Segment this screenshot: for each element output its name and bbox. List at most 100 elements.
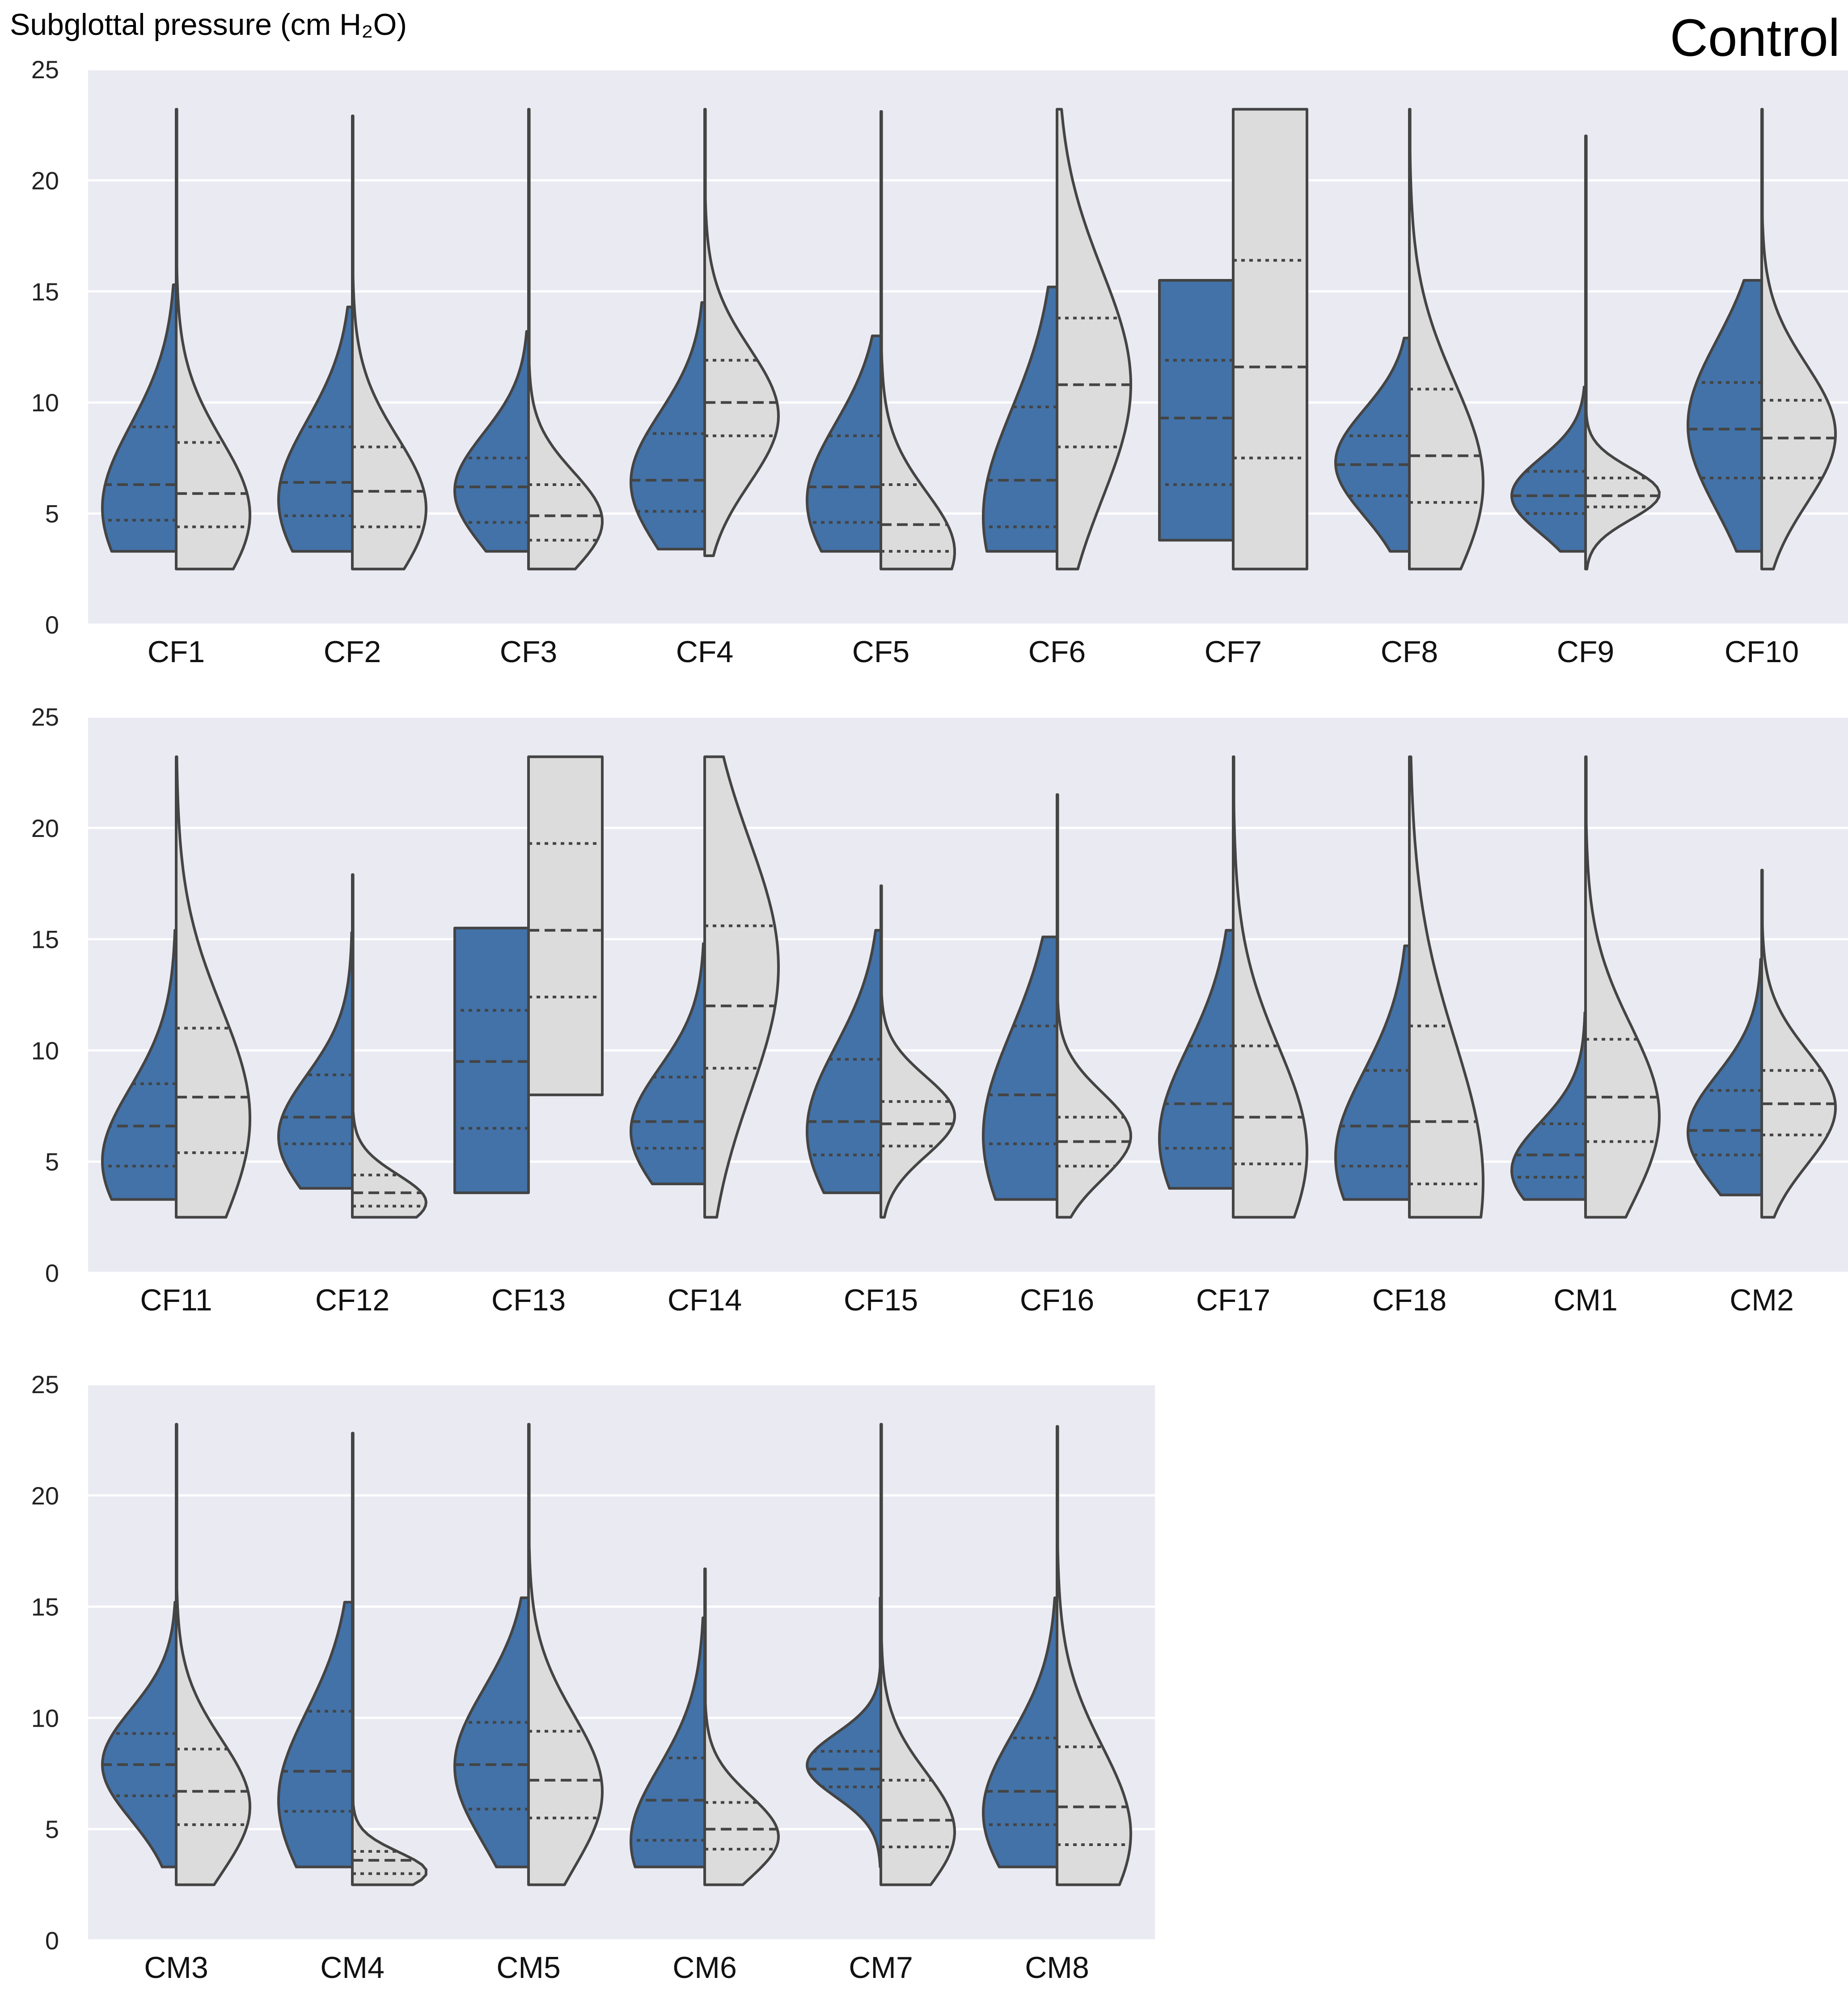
panel-1: 0 5 10 15 20 25 CF1 CF2 CF3 CF4 CF5 CF6 CF7 CF8 CF9 CF1… — [31, 55, 1848, 669]
violin-right-half — [175, 108, 251, 570]
violin-cf4 — [630, 108, 780, 557]
violin-right-half — [1408, 108, 1484, 570]
violin-cf13 — [453, 755, 604, 1194]
violin-left-half — [1334, 337, 1411, 553]
violin-cf3 — [453, 108, 604, 570]
y-tick-label: 0 — [45, 1259, 59, 1287]
violin-cf8 — [1334, 108, 1484, 570]
violin-left-half — [277, 1601, 354, 1868]
violin-left-half — [277, 931, 354, 1190]
violin-cm4 — [277, 1432, 427, 1886]
violin-right-half — [880, 110, 956, 570]
violin-left-half — [982, 285, 1058, 553]
violin-right-half — [527, 108, 604, 570]
y-tick-label: 20 — [31, 1482, 59, 1510]
violin-left-half — [1158, 929, 1235, 1190]
y-tick-label: 25 — [31, 703, 59, 731]
panel-3: 0 5 10 15 20 25 CM3 CM4 CM5 CM6 CM7 CM8 — [31, 1370, 1155, 1985]
y-tick-label: 0 — [45, 611, 59, 639]
violin-right-half — [1056, 793, 1132, 1219]
violin-right-half — [1760, 869, 1837, 1219]
violin-left-half — [630, 1616, 706, 1868]
violin-right-half — [527, 755, 604, 1096]
violin-cf12 — [277, 873, 427, 1219]
y-tick-label: 0 — [45, 1927, 59, 1955]
violin-left-half — [1158, 279, 1235, 542]
plot-background — [88, 1384, 1155, 1940]
x-tick-label: CF8 — [1381, 635, 1438, 669]
panels-container: 0 5 10 15 20 25 CF1 CF2 CF3 CF4 CF5 CF6 CF7 CF8 CF9 CF1… — [31, 55, 1848, 1985]
x-tick-label: CF4 — [676, 635, 733, 669]
violin-left-half — [453, 330, 530, 553]
violin-cf17 — [1158, 755, 1308, 1219]
x-tick-label: CM1 — [1553, 1283, 1618, 1317]
violin-cf11 — [101, 755, 251, 1219]
violin-cf2 — [277, 114, 427, 570]
violin-left-half — [806, 334, 882, 553]
chart-title: Control — [1670, 8, 1840, 68]
violin-cf1 — [101, 108, 251, 570]
x-tick-label: CF18 — [1372, 1283, 1446, 1317]
y-tick-label: 15 — [31, 1593, 59, 1621]
violin-cm5 — [453, 1423, 604, 1886]
violin-right-half — [880, 1423, 956, 1886]
violin-right-half — [175, 755, 251, 1219]
violin-right-half — [703, 755, 780, 1219]
violin-left-half — [277, 305, 354, 553]
x-tick-label: CM3 — [144, 1951, 208, 1985]
y-tick-label: 20 — [31, 814, 59, 842]
violin-right-half — [351, 114, 427, 570]
violin-cf16 — [982, 793, 1132, 1219]
panel-2: 0 5 10 15 20 25 CF11 CF12 CF13 CF14 CF15 CF16 CF17 CF… — [31, 703, 1848, 1317]
violin-cf9 — [1510, 135, 1661, 570]
x-tick-label: CF2 — [324, 635, 381, 669]
violin-left-half — [1510, 385, 1587, 553]
y-tick-label: 20 — [31, 166, 59, 194]
violin-cf18 — [1334, 755, 1484, 1219]
violin-cm2 — [1687, 869, 1837, 1219]
x-tick-label: CM4 — [320, 1951, 385, 1985]
violin-cm6 — [630, 1567, 780, 1886]
violin-right-half — [1584, 755, 1661, 1219]
violin-left-half — [101, 929, 178, 1201]
violin-cm8 — [982, 1425, 1132, 1886]
x-tick-label: CM8 — [1025, 1951, 1089, 1985]
x-tick-label: CF15 — [844, 1283, 918, 1317]
violin-left-half — [1687, 279, 1763, 553]
violin-left-half — [1334, 944, 1411, 1201]
violin-left-half — [101, 1601, 178, 1868]
x-tick-label: CM5 — [496, 1951, 561, 1985]
violin-left-half — [1687, 958, 1763, 1196]
violin-cf7 — [1158, 108, 1308, 570]
x-tick-label: CM6 — [672, 1951, 737, 1985]
violin-right-half — [175, 1423, 251, 1886]
x-tick-label: CF17 — [1196, 1283, 1270, 1317]
violin-cm1 — [1510, 755, 1661, 1219]
y-tick-label: 5 — [45, 1148, 59, 1176]
x-tick-label: CF3 — [500, 635, 557, 669]
violin-right-half — [1232, 108, 1308, 570]
y-tick-label: 15 — [31, 925, 59, 954]
x-tick-label: CF1 — [148, 635, 205, 669]
violin-left-half — [806, 929, 882, 1194]
violin-right-half — [703, 108, 780, 557]
violin-cf10 — [1687, 108, 1837, 570]
y-tick-label: 25 — [31, 1370, 59, 1398]
violin-right-half — [351, 873, 427, 1219]
y-tick-label: 10 — [31, 1704, 59, 1732]
violin-cf14 — [630, 755, 780, 1219]
violin-right-half — [1584, 135, 1661, 570]
violin-right-half — [880, 884, 956, 1219]
violin-left-half — [630, 301, 706, 551]
violin-right-half — [1056, 1425, 1132, 1886]
x-tick-label: CF14 — [668, 1283, 742, 1317]
violin-cm3 — [101, 1423, 251, 1886]
violin-left-half — [982, 935, 1058, 1201]
y-tick-label: 15 — [31, 278, 59, 306]
y-axis-label: Subglottal pressure (cm H₂O) — [10, 8, 407, 42]
violin-right-half — [1056, 108, 1132, 570]
violin-cf6 — [982, 108, 1132, 570]
violin-right-half — [1760, 108, 1837, 570]
x-tick-label: CF5 — [852, 635, 909, 669]
